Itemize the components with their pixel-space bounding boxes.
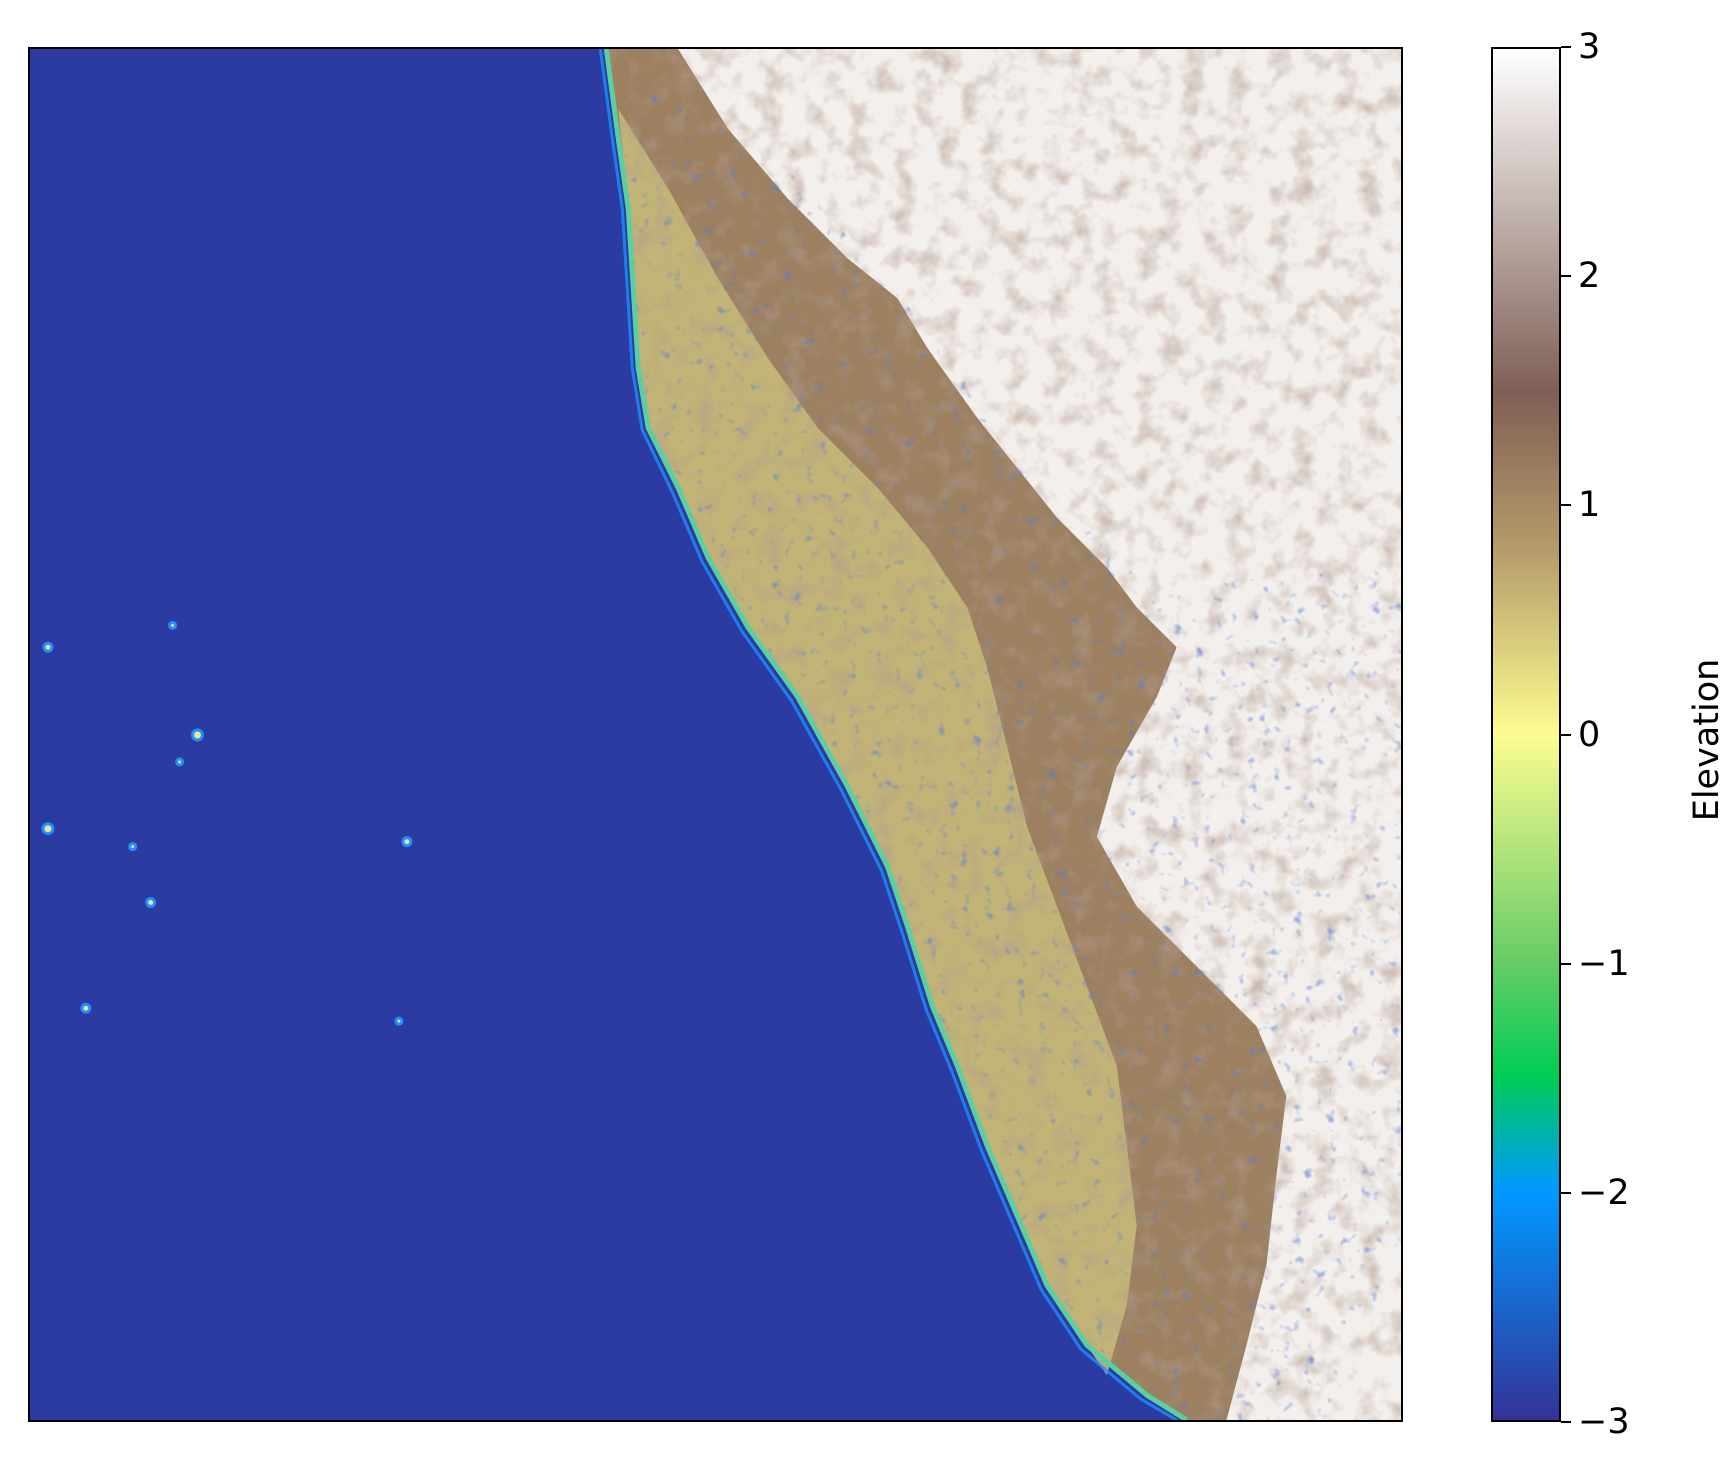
colorbar-tick-label: −2 [1578, 1172, 1630, 1213]
colorbar-tick-mark [1561, 1191, 1571, 1194]
coastline [603, 49, 1188, 1420]
elevation-map [28, 47, 1403, 1422]
colorbar-tick-mark [1561, 275, 1571, 278]
colorbar-tick-mark [1561, 46, 1571, 48]
colorbar-tick-label: 0 [1578, 714, 1601, 755]
offshore-islands [41, 620, 413, 1026]
colorbar-tick-label: −3 [1578, 1402, 1630, 1442]
colorbar-tick-mark [1561, 1421, 1571, 1423]
colorbar [1491, 47, 1561, 1422]
elevation-map-image [30, 49, 1401, 1420]
colorbar-tick-label: 3 [1578, 27, 1601, 67]
colorbar-label: Elevation [1687, 658, 1727, 822]
colorbar-tick-mark [1561, 504, 1571, 507]
colorbar-tick-label: −1 [1578, 943, 1630, 984]
colorbar-tick-label: 2 [1578, 256, 1601, 297]
colorbar-tick-mark [1561, 962, 1571, 965]
colorbar-tick-mark [1561, 733, 1571, 736]
colorbar-tick-label: 1 [1578, 485, 1601, 526]
